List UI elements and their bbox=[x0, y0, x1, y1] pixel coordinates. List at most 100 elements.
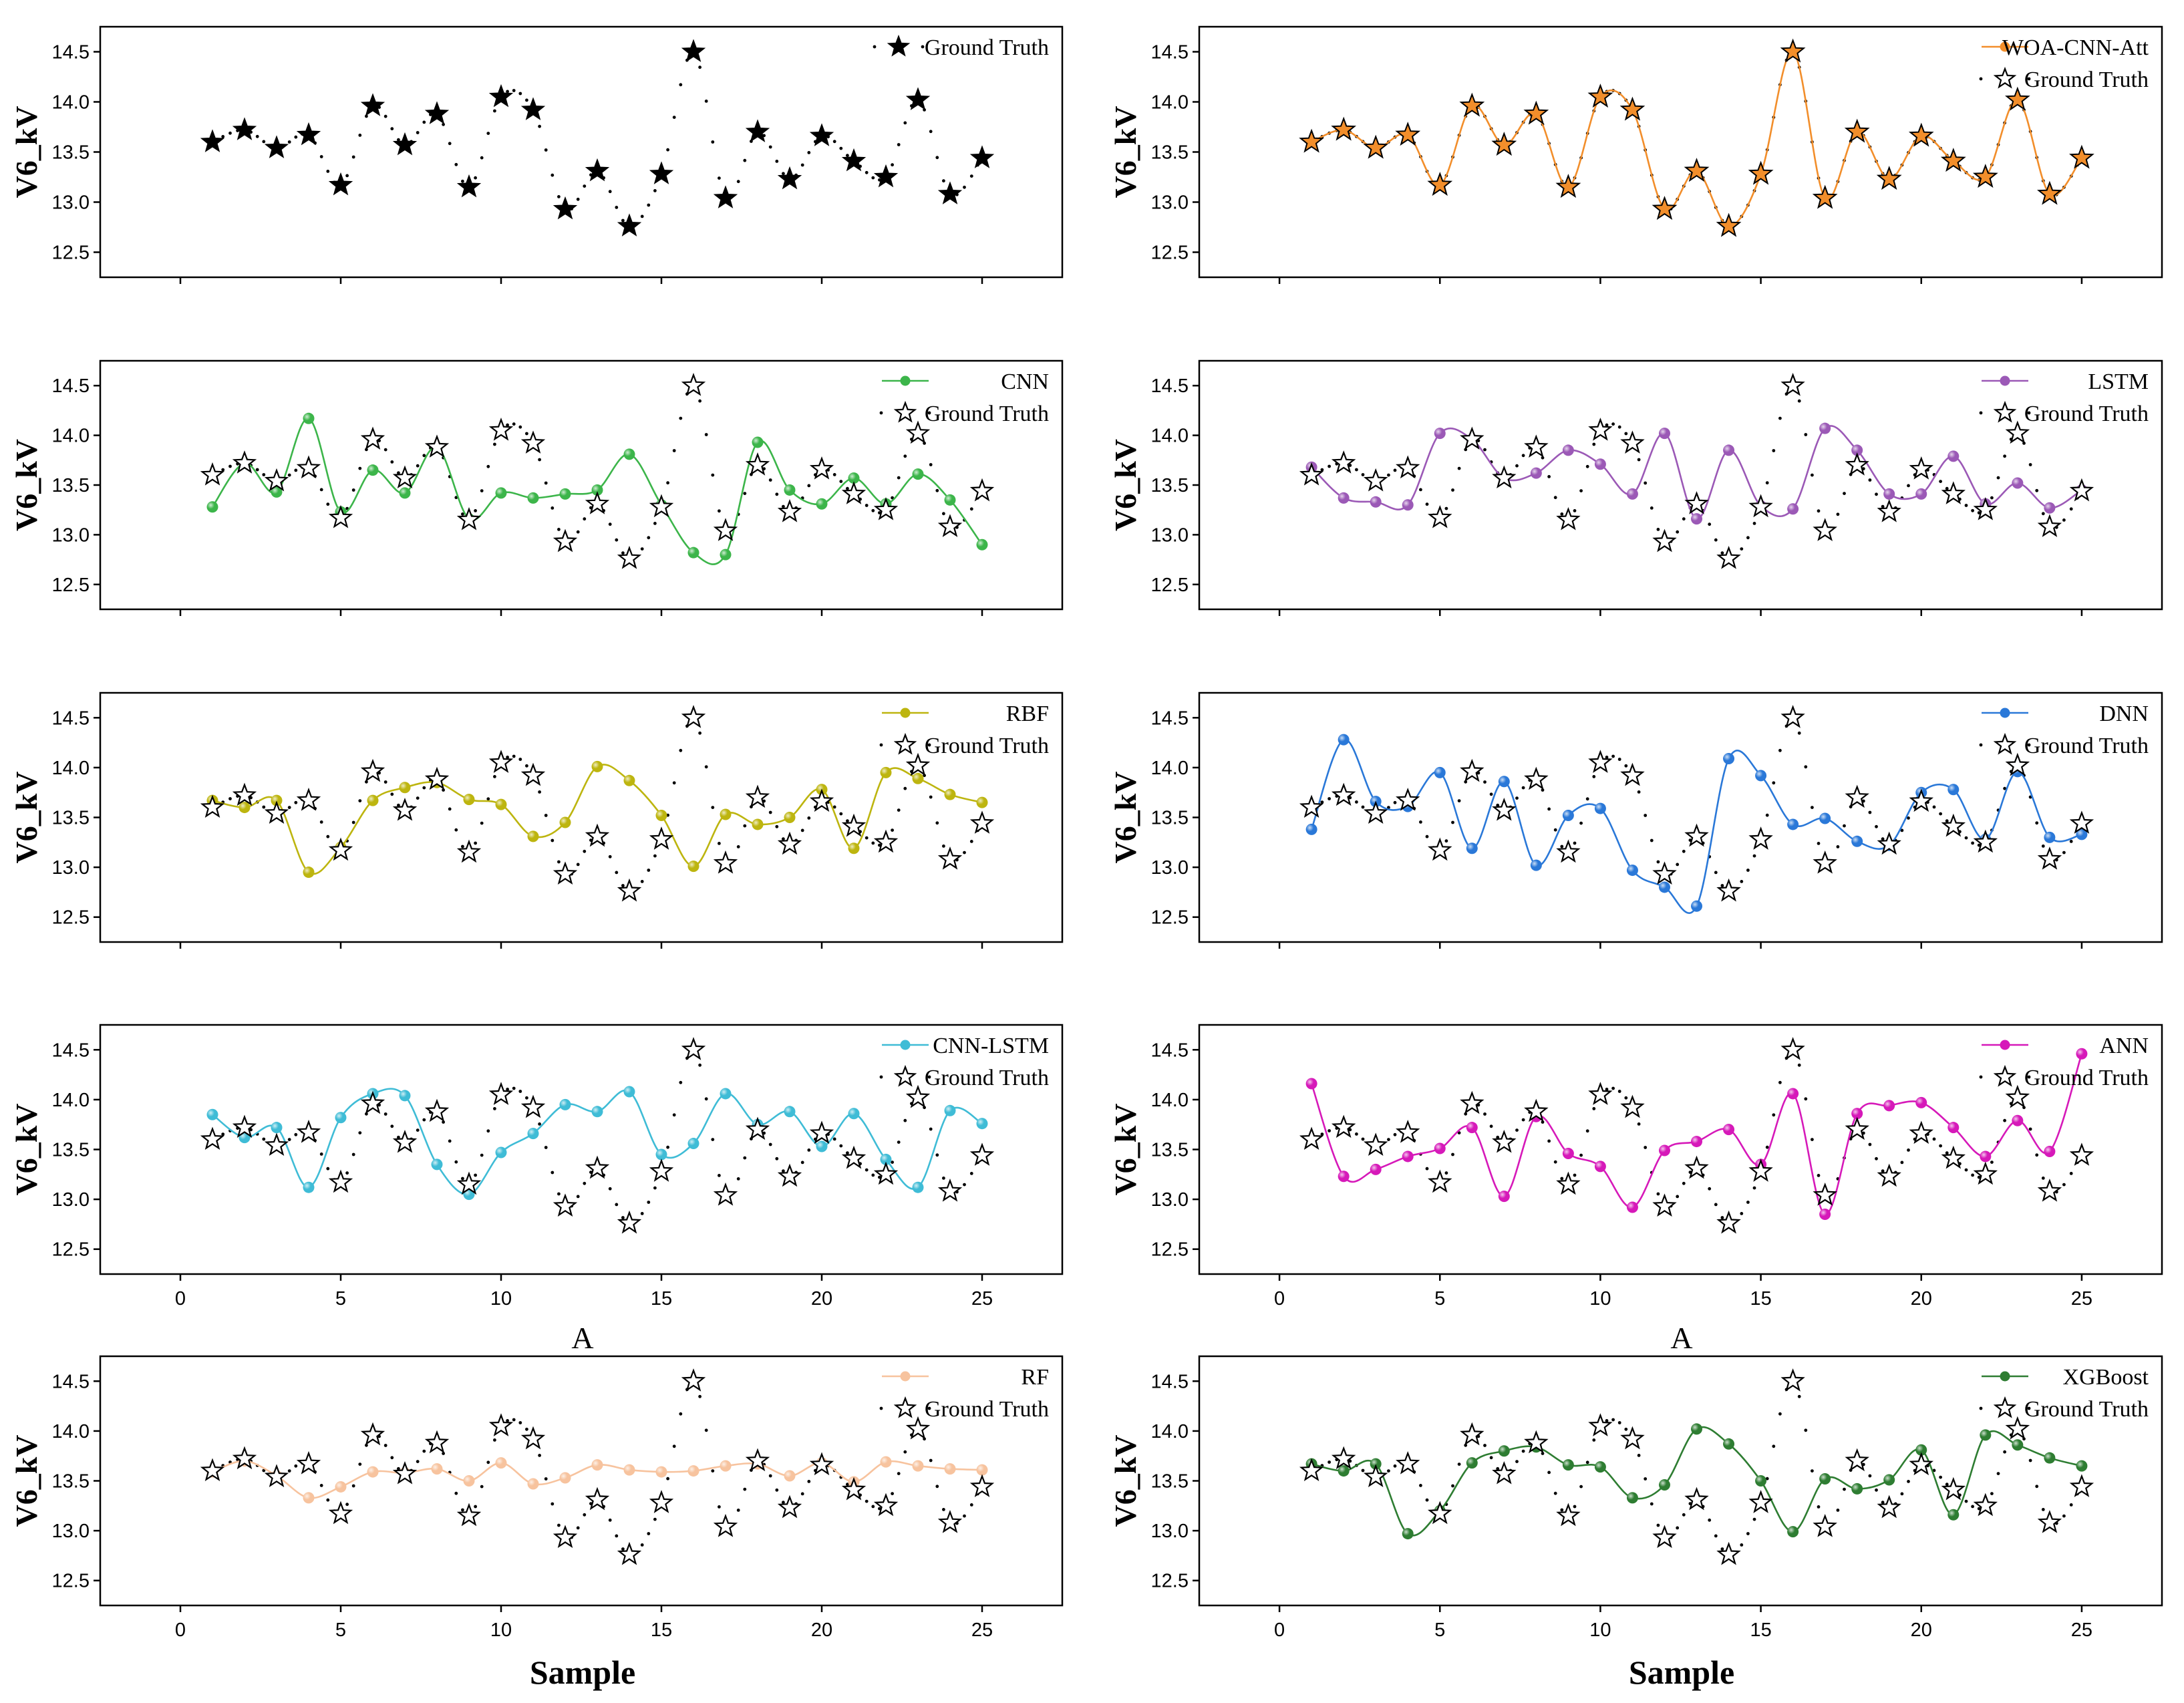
ground-truth-dot bbox=[1605, 756, 1609, 759]
ground-truth-dot bbox=[1560, 512, 1564, 516]
ground-truth-dotted-line bbox=[1309, 383, 2084, 561]
ground-truth-dot bbox=[2003, 786, 2007, 790]
ground-truth-dot bbox=[557, 195, 561, 198]
ground-truth-dot bbox=[839, 480, 843, 483]
ground-truth-dot bbox=[448, 807, 452, 811]
ground-truth-point bbox=[424, 101, 450, 124]
ground-truth-dot bbox=[839, 146, 843, 150]
ground-truth-dot bbox=[672, 449, 676, 452]
ground-truth-dot bbox=[1740, 1543, 1744, 1547]
ground-truth-dot bbox=[1611, 1418, 1615, 1422]
ground-truth-dot bbox=[422, 786, 426, 790]
ground-truth-dot bbox=[1355, 800, 1358, 804]
ground-truth-point bbox=[424, 1098, 450, 1122]
ground-truth-point bbox=[488, 84, 514, 108]
ground-truth-dot bbox=[2062, 518, 2066, 522]
ground-truth-dot bbox=[969, 1172, 973, 1175]
ground-truth-point bbox=[553, 1193, 578, 1217]
y-axis-title: V6_kV bbox=[9, 439, 43, 531]
series-point-highlight bbox=[1947, 784, 1960, 796]
ground-truth-dot bbox=[615, 1203, 619, 1207]
ground-truth-dot bbox=[448, 1139, 452, 1143]
ground-truth-dot bbox=[480, 156, 484, 160]
legend-gt-dot bbox=[2027, 1075, 2031, 1079]
ground-truth-dot bbox=[1964, 836, 1968, 840]
plot-frame bbox=[99, 691, 1064, 943]
series-point-highlight bbox=[2044, 831, 2056, 843]
ground-truth-dot bbox=[2003, 454, 2007, 458]
ground-truth-dot bbox=[486, 1460, 490, 1464]
series-point-highlight bbox=[880, 766, 892, 778]
ground-truth-dot bbox=[319, 820, 323, 824]
ground-truth-dot bbox=[1521, 1118, 1525, 1122]
ground-truth-point bbox=[1331, 782, 1356, 806]
y-tick-label: 13.5 bbox=[1151, 142, 1189, 164]
ground-truth-dot bbox=[390, 460, 394, 464]
woa-point bbox=[1940, 148, 1966, 172]
ground-truth-dot bbox=[865, 170, 869, 174]
ground-truth-dot bbox=[2041, 512, 2045, 516]
series-point-highlight bbox=[1723, 1438, 1735, 1450]
ground-truth-point bbox=[1620, 1094, 1645, 1118]
ground-truth-dot bbox=[718, 1505, 721, 1509]
ground-truth-dot bbox=[228, 464, 232, 468]
legend-gt-dot bbox=[1979, 1075, 1983, 1079]
ground-truth-dot bbox=[1676, 1195, 1680, 1199]
ground-truth-dot bbox=[512, 422, 516, 426]
series-point-highlight bbox=[720, 1460, 732, 1472]
series-point-highlight bbox=[1370, 1163, 1382, 1175]
ground-truth-dot bbox=[698, 731, 701, 735]
ground-truth-point bbox=[1364, 468, 1388, 492]
series-point-highlight bbox=[1819, 1473, 1831, 1485]
ground-truth-point bbox=[1460, 426, 1485, 450]
y-axis-title: V6_kV bbox=[1108, 1103, 1142, 1195]
x-tick-label: 5 bbox=[335, 1619, 346, 1641]
ground-truth-dot bbox=[1387, 806, 1390, 809]
ground-truth-dot bbox=[1797, 399, 1801, 403]
ground-truth-point bbox=[1299, 1458, 1324, 1482]
ground-truth-dot bbox=[1714, 538, 1718, 542]
ground-truth-point bbox=[200, 794, 225, 818]
ground-truth-point bbox=[1845, 452, 1869, 476]
series-point-highlight bbox=[559, 1098, 571, 1110]
ground-truth-dot bbox=[775, 1488, 779, 1492]
legend-label-ground-truth: Ground Truth bbox=[2024, 402, 2149, 426]
ground-truth-dot bbox=[942, 844, 945, 848]
ground-truth-dot bbox=[2041, 1508, 2045, 1511]
legend-gt-dot bbox=[927, 411, 931, 415]
y-tick-label: 14.5 bbox=[1151, 375, 1189, 397]
woa-point bbox=[1491, 132, 1517, 156]
y-tick-label: 14.5 bbox=[1151, 1040, 1189, 1061]
ground-truth-dot bbox=[1765, 1477, 1769, 1481]
ground-truth-dot bbox=[666, 1477, 669, 1481]
panel-gt: 12.5 13.0 13.5 14.0 14.5 V6_kV Ground Truth bbox=[9, 25, 1064, 284]
series-point-highlight bbox=[784, 484, 796, 496]
ground-truth-dot bbox=[493, 1438, 496, 1442]
ground-truth-point bbox=[488, 418, 514, 441]
ground-truth-dot bbox=[1881, 504, 1885, 508]
legend-label-ground-truth: Ground Truth bbox=[925, 402, 1049, 426]
ground-truth-dot bbox=[538, 124, 541, 128]
ground-truth-dot bbox=[775, 824, 779, 828]
ground-truth-dot bbox=[255, 134, 259, 138]
ground-truth-dot bbox=[768, 1142, 772, 1146]
ground-truth-point bbox=[905, 1084, 931, 1108]
ground-truth-point bbox=[617, 878, 642, 902]
ground-truth-dot bbox=[1650, 1502, 1654, 1506]
ground-truth-dot bbox=[897, 1140, 901, 1144]
series-point-highlight bbox=[1498, 1191, 1510, 1203]
ground-truth-point bbox=[2005, 1084, 2030, 1108]
ground-truth-point bbox=[1877, 499, 1901, 522]
ground-truth-dot bbox=[935, 156, 939, 160]
y-tick-label: 14.0 bbox=[52, 1090, 90, 1111]
ground-truth-dot bbox=[807, 1480, 811, 1483]
ground-truth-point bbox=[360, 426, 385, 450]
ground-truth-dot bbox=[416, 1128, 420, 1132]
woa-point bbox=[1299, 128, 1325, 153]
series-point-highlight bbox=[591, 1459, 603, 1471]
ground-truth-point bbox=[1588, 1082, 1613, 1105]
ground-truth-dot bbox=[736, 1509, 740, 1512]
ground-truth-dot bbox=[1496, 1466, 1500, 1470]
ground-truth-dot bbox=[1444, 839, 1448, 843]
ground-truth-dot bbox=[653, 854, 657, 858]
